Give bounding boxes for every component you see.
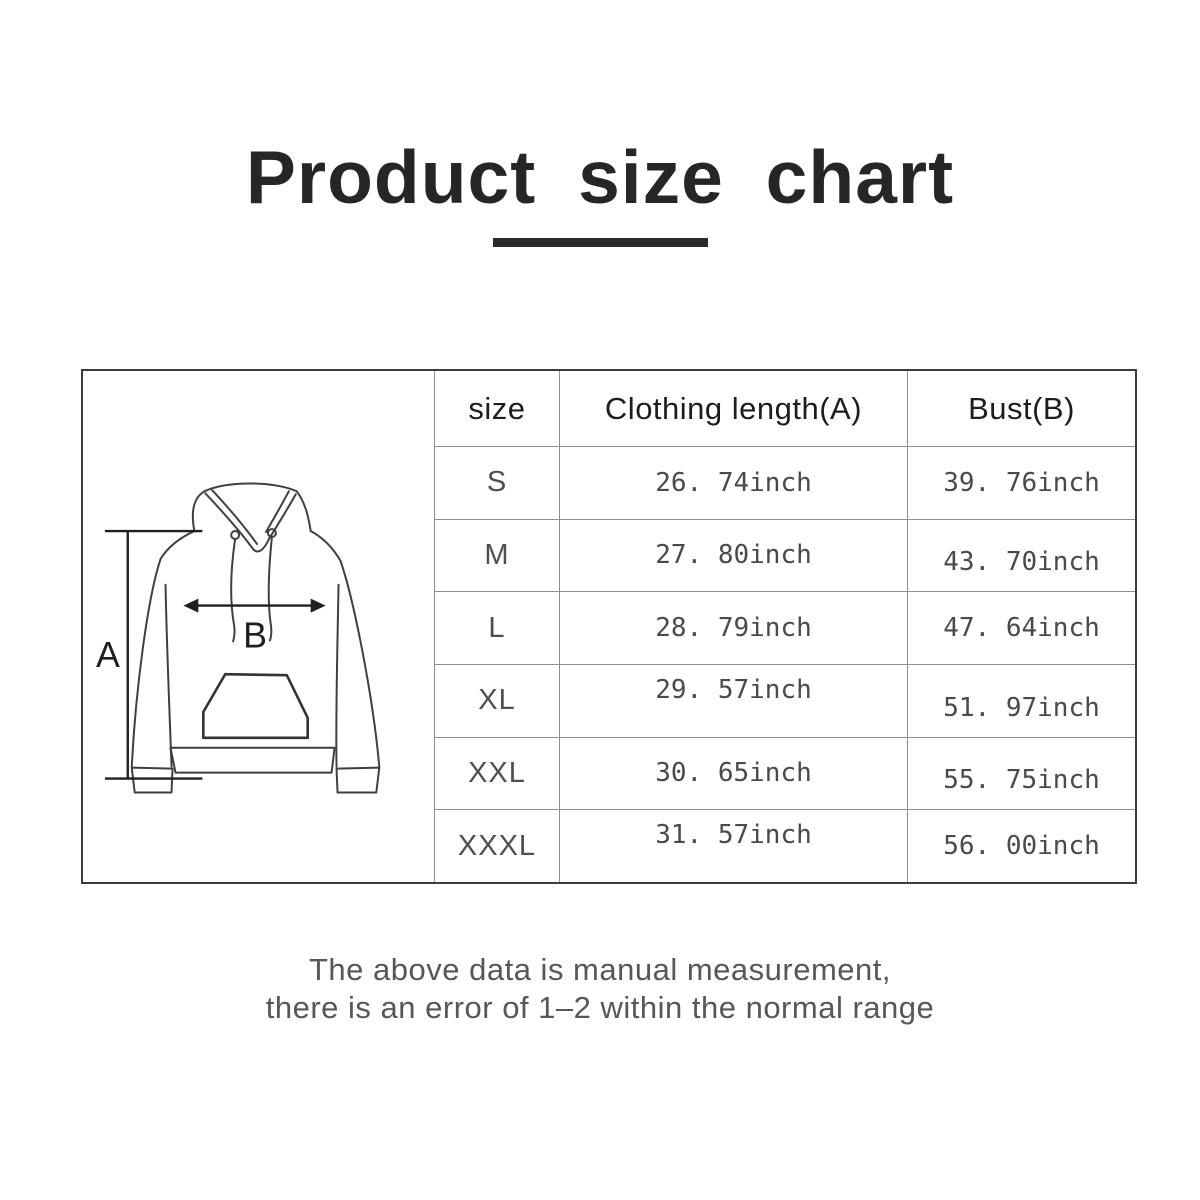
row-xxl-size: XXL (434, 736, 559, 810)
measure-b-arrow-right (310, 598, 326, 613)
row-xl-bust: 51. 97inch (907, 663, 1135, 737)
header-clothing-length: Clothing length(A) (559, 371, 907, 446)
label-a: A (96, 635, 120, 675)
left-body-seam (164, 583, 173, 768)
row-xl-length: 29. 57inch (559, 663, 907, 737)
header-bust: Bust(B) (907, 371, 1135, 446)
footer-note-line2: there is an error of 1–2 within the norm… (265, 990, 935, 1025)
right-body-seam (335, 583, 340, 768)
left-shoulder-sleeve (130, 530, 196, 768)
title-underline (493, 238, 708, 247)
hood-right-flap (267, 493, 297, 541)
row-s-size: S (434, 446, 559, 519)
footer-note-line1: The above data is manual measurement, (309, 952, 891, 987)
hem-band (169, 746, 336, 774)
row-s-bust: 39. 76inch (907, 446, 1135, 519)
right-drawstring (267, 536, 273, 642)
hood-outline (191, 482, 312, 533)
right-shoulder-sleeve (309, 530, 381, 768)
row-xxl-length: 30. 65inch (559, 736, 907, 810)
hoodie-diagram-cell: A B (83, 371, 434, 882)
row-m-size: M (434, 518, 559, 592)
row-xxxl-size: XXXL (434, 809, 559, 882)
footer-note: The above data is manual measurement, th… (0, 951, 1200, 1027)
hood-right-flap-fold (264, 490, 290, 534)
left-cuff (130, 766, 174, 794)
kangaroo-pocket (202, 672, 310, 740)
size-chart-table: A B size Clothing length(A) Bust(B) S 26… (81, 369, 1137, 884)
row-xxxl-bust: 56. 00inch (907, 809, 1135, 882)
left-eyelet (230, 530, 241, 541)
row-l-size: L (434, 591, 559, 664)
row-m-bust: 43. 70inch (907, 518, 1135, 592)
header-size: size (434, 371, 559, 446)
row-m-length: 27. 80inch (559, 518, 907, 592)
row-xxl-bust: 55. 75inch (907, 736, 1135, 810)
measure-b-arrow-left (183, 598, 199, 613)
hood-left-flap-fold (211, 489, 259, 545)
row-xl-size: XL (434, 663, 559, 737)
right-cuff (335, 766, 381, 794)
row-l-bust: 47. 64inch (907, 591, 1135, 664)
page-title: Product size chart (245, 135, 955, 219)
collar-bottom (252, 538, 270, 553)
hood-left-flap (204, 492, 255, 550)
label-b: B (243, 615, 267, 655)
row-xxxl-length: 31. 57inch (559, 809, 907, 882)
row-s-length: 26. 74inch (559, 446, 907, 519)
hoodie-diagram: A B (96, 482, 381, 794)
left-drawstring (230, 538, 237, 643)
row-l-length: 28. 79inch (559, 591, 907, 664)
